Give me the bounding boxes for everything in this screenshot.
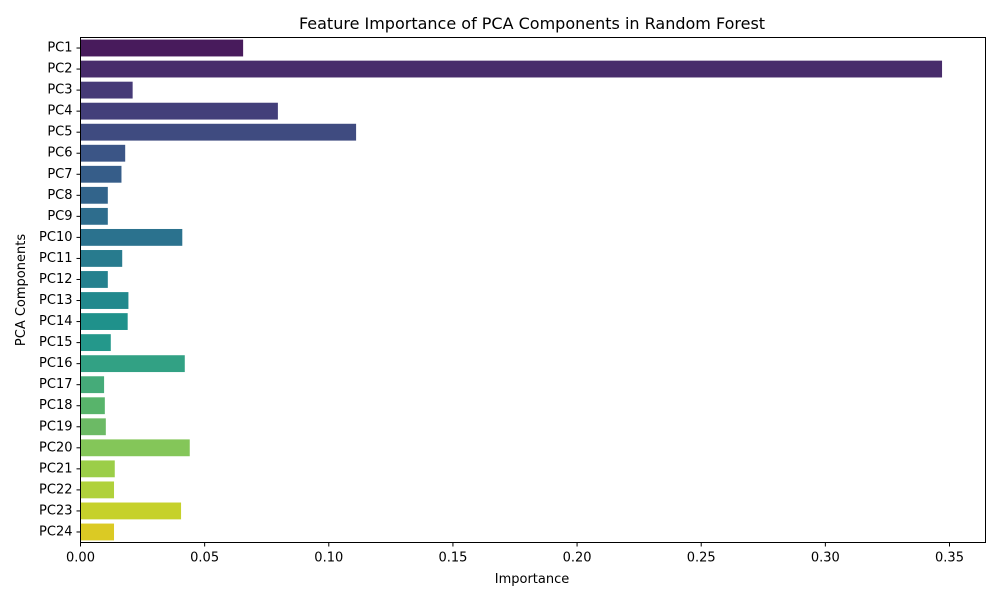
y-tick-label: PC22 [39,482,72,497]
bar-pc13 [80,292,129,309]
bar-pc5 [80,123,357,141]
y-tick-label: PC16 [39,356,72,371]
y-tick-label: PC13 [39,293,72,308]
bar-pc24 [80,523,115,541]
y-axis-label: PCA Components [14,234,29,346]
x-axis-label: Importance [495,572,570,587]
y-tick-label: PC8 [47,188,72,203]
x-tick-label: 0.35 [935,551,964,566]
x-tick-label: 0.10 [314,551,343,566]
y-tick-label: PC7 [47,167,72,182]
bar-pc18 [80,397,105,415]
y-tick-label: PC18 [39,398,72,413]
y-tick-label: PC1 [47,41,72,56]
y-tick-label: PC15 [39,335,72,350]
y-tick-label: PC24 [39,524,72,539]
x-tick-label: 0.30 [811,551,840,566]
bar-pc20 [80,439,190,457]
bar-pc6 [80,144,126,162]
y-tick-label: PC20 [39,440,72,455]
y-axis-ticks: PC1 PC2 PC3 PC4 PC5 PC6 PC7 PC8 PC9 PC10 PC11 PC12 P… [39,41,81,539]
y-tick-label: PC19 [39,419,72,434]
bar-pc23 [80,502,182,520]
bar-pc21 [80,460,115,478]
bar-pc17 [80,376,105,394]
x-tick-label: 0.25 [687,551,716,566]
bar-pc12 [80,271,108,288]
y-tick-label: PC11 [39,251,72,266]
bar-pc16 [80,355,185,373]
y-tick-label: PC17 [39,377,72,392]
x-tick-label: 0.15 [438,551,467,566]
y-tick-label: PC9 [47,209,72,224]
bar-pc3 [80,81,133,99]
bars-group [80,39,943,541]
bar-pc11 [80,250,123,267]
chart-title: Feature Importance of PCA Components in … [299,14,765,33]
bar-pc2 [80,60,943,78]
bar-pc1 [80,39,244,57]
bar-pc14 [80,313,128,330]
y-tick-label: PC21 [39,461,72,476]
bar-pc4 [80,102,278,120]
y-tick-label: PC12 [39,272,72,287]
x-tick-label: 0.05 [190,551,219,566]
bar-pc19 [80,418,106,436]
y-tick-label: PC4 [47,104,72,119]
y-tick-label: PC6 [47,146,72,161]
x-tick-label: 0.20 [563,551,592,566]
bar-pc15 [80,334,111,352]
y-tick-label: PC5 [47,125,72,140]
x-tick-label: 0.00 [66,551,95,566]
bar-pc10 [80,228,183,246]
y-tick-label: PC3 [47,83,72,98]
bar-pc9 [80,207,108,225]
y-tick-label: PC10 [39,230,72,245]
plot-frame [80,37,986,543]
y-tick-label: PC23 [39,503,72,518]
y-tick-label: PC14 [39,314,72,329]
y-tick-label: PC2 [47,62,72,77]
bar-pc22 [80,481,115,499]
bar-pc7 [80,165,122,183]
bar-pc8 [80,186,108,204]
x-axis-ticks: 0.00 0.05 0.10 0.15 0.20 0.25 0.30 0.35 [66,542,964,566]
